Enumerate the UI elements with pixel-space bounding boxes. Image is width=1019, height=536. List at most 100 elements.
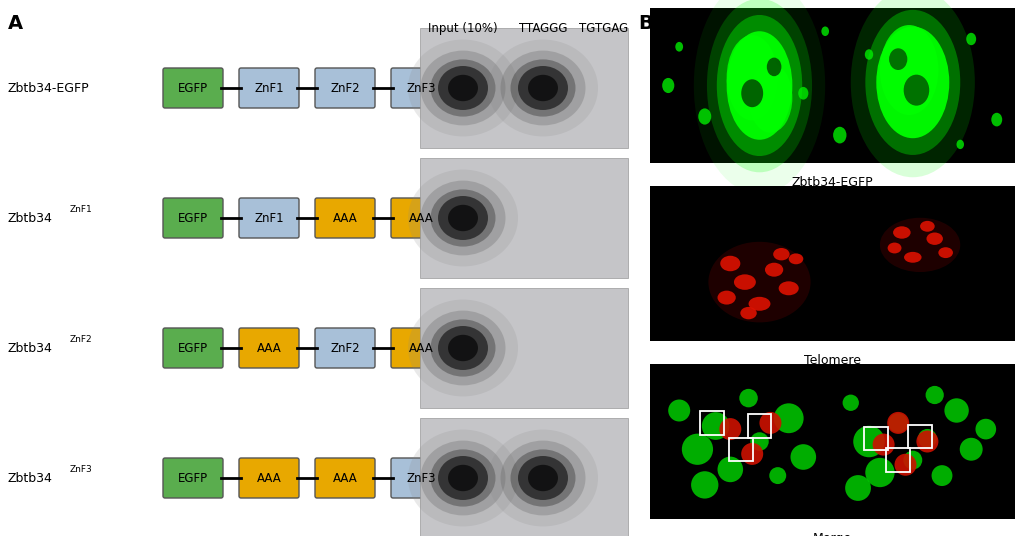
FancyBboxPatch shape xyxy=(163,458,223,498)
FancyBboxPatch shape xyxy=(315,458,375,498)
Ellipse shape xyxy=(777,281,798,295)
Ellipse shape xyxy=(447,335,478,361)
Text: ZnF2: ZnF2 xyxy=(330,341,360,354)
Ellipse shape xyxy=(893,226,910,239)
Ellipse shape xyxy=(667,399,690,421)
Bar xyxy=(649,364,1014,519)
Ellipse shape xyxy=(740,307,756,319)
Ellipse shape xyxy=(889,48,907,70)
Ellipse shape xyxy=(420,181,505,255)
Ellipse shape xyxy=(917,429,935,448)
Ellipse shape xyxy=(788,254,803,264)
Ellipse shape xyxy=(903,451,921,470)
Ellipse shape xyxy=(500,441,585,516)
Text: Zbtb34: Zbtb34 xyxy=(8,472,53,485)
FancyBboxPatch shape xyxy=(238,458,299,498)
Ellipse shape xyxy=(430,189,495,247)
Ellipse shape xyxy=(500,50,585,125)
Text: TTAGGG: TTAGGG xyxy=(519,22,567,35)
FancyBboxPatch shape xyxy=(315,328,375,368)
Ellipse shape xyxy=(924,386,943,404)
Ellipse shape xyxy=(956,140,963,149)
Ellipse shape xyxy=(919,221,933,232)
Ellipse shape xyxy=(888,413,907,433)
Ellipse shape xyxy=(681,434,712,465)
Ellipse shape xyxy=(447,75,478,101)
Bar xyxy=(729,437,752,461)
Ellipse shape xyxy=(437,326,487,370)
Ellipse shape xyxy=(965,33,975,45)
Text: Telomere: Telomere xyxy=(803,354,860,367)
Ellipse shape xyxy=(437,456,487,500)
FancyBboxPatch shape xyxy=(238,198,299,238)
FancyBboxPatch shape xyxy=(238,68,299,108)
Ellipse shape xyxy=(518,456,568,500)
Ellipse shape xyxy=(871,434,894,456)
Ellipse shape xyxy=(437,196,487,240)
Ellipse shape xyxy=(487,429,597,526)
Bar xyxy=(649,8,1014,163)
FancyBboxPatch shape xyxy=(315,68,375,108)
Text: AAA: AAA xyxy=(257,341,281,354)
Ellipse shape xyxy=(741,443,762,465)
Ellipse shape xyxy=(820,26,828,36)
FancyBboxPatch shape xyxy=(390,198,450,238)
Ellipse shape xyxy=(990,113,1002,126)
Ellipse shape xyxy=(420,441,505,516)
Ellipse shape xyxy=(845,475,870,501)
FancyBboxPatch shape xyxy=(390,68,450,108)
Ellipse shape xyxy=(850,0,974,177)
Ellipse shape xyxy=(447,465,478,491)
Ellipse shape xyxy=(750,432,768,451)
Ellipse shape xyxy=(706,0,811,172)
Ellipse shape xyxy=(842,394,858,411)
Text: ZnF3: ZnF3 xyxy=(70,465,93,474)
Ellipse shape xyxy=(974,419,996,440)
Text: AAA: AAA xyxy=(257,472,281,485)
Ellipse shape xyxy=(675,42,683,51)
Bar xyxy=(907,425,931,449)
Ellipse shape xyxy=(528,75,557,101)
Text: ZnF3: ZnF3 xyxy=(406,81,435,94)
Ellipse shape xyxy=(864,458,894,487)
Text: ZnF1: ZnF1 xyxy=(254,212,283,225)
Ellipse shape xyxy=(420,310,505,385)
Text: Merge: Merge xyxy=(812,532,851,536)
FancyBboxPatch shape xyxy=(238,328,299,368)
Text: EGFP: EGFP xyxy=(177,472,208,485)
Ellipse shape xyxy=(528,465,557,491)
Ellipse shape xyxy=(748,63,792,133)
Ellipse shape xyxy=(691,471,717,498)
Ellipse shape xyxy=(447,205,478,231)
Ellipse shape xyxy=(903,252,920,263)
Ellipse shape xyxy=(864,49,872,59)
Ellipse shape xyxy=(719,256,740,271)
Text: ZnF2: ZnF2 xyxy=(330,81,360,94)
Text: A: A xyxy=(8,14,23,33)
Ellipse shape xyxy=(734,274,755,290)
Bar xyxy=(649,186,1014,341)
FancyBboxPatch shape xyxy=(390,458,450,498)
Ellipse shape xyxy=(772,248,789,260)
Ellipse shape xyxy=(510,59,575,117)
Ellipse shape xyxy=(437,66,487,110)
Ellipse shape xyxy=(716,291,735,304)
Ellipse shape xyxy=(408,429,518,526)
Ellipse shape xyxy=(959,438,981,461)
Ellipse shape xyxy=(894,454,916,476)
Ellipse shape xyxy=(716,457,743,482)
FancyBboxPatch shape xyxy=(315,198,375,238)
Ellipse shape xyxy=(875,27,949,138)
Ellipse shape xyxy=(698,108,710,124)
Text: ZnF2: ZnF2 xyxy=(70,336,93,345)
Text: ZnF3: ZnF3 xyxy=(406,472,435,485)
Ellipse shape xyxy=(768,467,786,484)
Text: EGFP: EGFP xyxy=(177,341,208,354)
Text: TGTGAG: TGTGAG xyxy=(579,22,628,35)
Ellipse shape xyxy=(701,412,729,440)
FancyBboxPatch shape xyxy=(163,328,223,368)
Ellipse shape xyxy=(887,412,908,434)
Bar xyxy=(747,414,770,437)
Ellipse shape xyxy=(408,40,518,136)
Ellipse shape xyxy=(708,242,810,322)
